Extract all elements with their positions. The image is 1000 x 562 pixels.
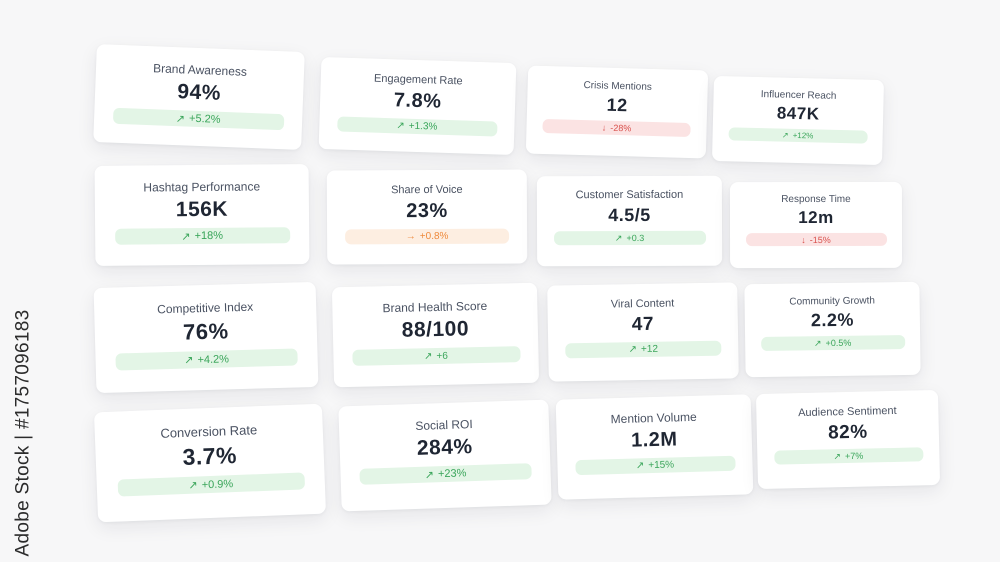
kpi-value: 847K <box>776 103 820 124</box>
kpi-change-value: +4.2% <box>197 352 230 366</box>
kpi-value: 1.2M <box>630 428 678 452</box>
kpi-change-badge: ↓ -15% <box>745 232 887 247</box>
trend-up-arrow-icon: ↗ <box>833 450 842 461</box>
kpi-change-badge: ↗ +23% <box>359 463 532 485</box>
kpi-change-badge: ↗ +0.9% <box>117 472 305 497</box>
kpi-card[interactable]: Community Growth 2.2% ↗ +0.5% <box>744 281 921 378</box>
kpi-title: Brand Health Score <box>382 298 488 316</box>
kpi-card[interactable]: Social ROI 284% ↗ +23% <box>338 399 552 512</box>
trend-down-arrow-icon: ↓ <box>601 122 607 133</box>
kpi-change-badge: ↗ +4.2% <box>115 348 298 371</box>
kpi-value: 156K <box>175 197 229 222</box>
kpi-card[interactable]: Influencer Reach 847K ↗ +12% <box>711 75 885 166</box>
kpi-change-value: +0.8% <box>419 230 449 243</box>
kpi-card[interactable]: Brand Awareness 94% ↗ +5.2% <box>93 44 305 150</box>
trend-up-arrow-icon: ↗ <box>423 350 433 362</box>
kpi-title: Audience Sentiment <box>798 404 897 420</box>
kpi-change-value: +0.5% <box>825 337 852 349</box>
kpi-change-badge: ↗ +15% <box>574 455 736 476</box>
kpi-value: 7.8% <box>393 89 442 113</box>
trend-down-arrow-icon: ↓ <box>801 234 806 245</box>
trend-flat-arrow-icon: → <box>405 231 416 243</box>
kpi-card[interactable]: Crisis Mentions 12 ↓ -28% <box>525 65 709 159</box>
kpi-change-badge: ↗ +12% <box>727 127 868 144</box>
kpi-change-value: +1.3% <box>408 120 438 133</box>
kpi-change-badge: ↗ +0.3 <box>553 230 706 246</box>
kpi-card[interactable]: Share of Voice 23% → +0.8% <box>326 169 528 265</box>
kpi-value: 4.5/5 <box>608 204 651 226</box>
trend-up-arrow-icon: ↗ <box>628 344 638 356</box>
kpi-card[interactable]: Hashtag Performance 156K ↗ +18% <box>94 164 310 266</box>
kpi-change-badge: ↗ +12 <box>565 340 722 359</box>
kpi-title: Social ROI <box>415 417 473 433</box>
kpi-value: 76% <box>182 318 229 345</box>
kpi-card[interactable]: Response Time 12m ↓ -15% <box>729 181 903 269</box>
kpi-card[interactable]: Conversion Rate 3.7% ↗ +0.9% <box>93 403 327 523</box>
kpi-change-badge: ↗ +18% <box>114 227 290 245</box>
kpi-change-value: +6 <box>436 350 448 362</box>
kpi-change-value: +7% <box>844 450 864 462</box>
kpi-change-value: -15% <box>809 234 831 245</box>
kpi-card[interactable]: Viral Content 47 ↗ +12 <box>547 282 739 382</box>
stock-credit-text: Adobe Stock | #1757096183 <box>12 309 33 557</box>
kpi-change-value: +0.3 <box>626 232 645 244</box>
kpi-value: 88/100 <box>401 317 470 342</box>
kpi-change-badge: ↗ +1.3% <box>336 116 498 137</box>
kpi-card[interactable]: Audience Sentiment 82% ↗ +7% <box>755 389 941 490</box>
trend-up-arrow-icon: ↗ <box>424 468 435 482</box>
kpi-value: 284% <box>416 435 473 460</box>
trend-up-arrow-icon: ↗ <box>635 460 645 472</box>
kpi-change-value: +23% <box>437 467 467 481</box>
kpi-change-value: +12% <box>792 130 814 141</box>
kpi-card[interactable]: Customer Satisfaction 4.5/5 ↗ +0.3 <box>536 175 723 267</box>
kpi-value: 47 <box>631 313 655 336</box>
trend-up-arrow-icon: ↗ <box>181 230 191 243</box>
kpi-title: Response Time <box>781 193 851 206</box>
kpi-card[interactable]: Engagement Rate 7.8% ↗ +1.3% <box>318 56 517 156</box>
kpi-change-badge: ↓ -28% <box>542 118 691 138</box>
trend-up-arrow-icon: ↗ <box>781 130 789 140</box>
kpi-value: 3.7% <box>182 441 238 471</box>
trend-up-arrow-icon: ↗ <box>396 120 405 132</box>
kpi-title: Competitive Index <box>156 299 254 317</box>
stock-credit: Adobe Stock | #1757096183 <box>8 310 38 557</box>
trend-up-arrow-icon: ↗ <box>813 337 822 348</box>
kpi-card[interactable]: Competitive Index 76% ↗ +4.2% <box>93 281 319 394</box>
kpi-change-value: +0.9% <box>201 477 234 491</box>
kpi-value: 23% <box>406 199 448 223</box>
kpi-change-value: -28% <box>610 122 632 134</box>
trend-up-arrow-icon: ↗ <box>184 354 194 367</box>
kpi-title: Hashtag Performance <box>143 179 261 195</box>
trend-up-arrow-icon: ↗ <box>188 479 198 492</box>
kpi-change-value: +15% <box>648 459 675 472</box>
kpi-value: 82% <box>827 421 868 444</box>
kpi-title: Viral Content <box>610 297 675 311</box>
kpi-title: Customer Satisfaction <box>575 188 684 202</box>
kpi-title: Share of Voice <box>391 183 463 197</box>
kpi-value: 94% <box>176 80 222 105</box>
kpi-title: Crisis Mentions <box>583 80 653 93</box>
kpi-title: Engagement Rate <box>373 72 463 88</box>
kpi-change-value: +5.2% <box>188 112 221 126</box>
kpi-value: 12m <box>798 207 834 228</box>
kpi-change-badge: ↗ +5.2% <box>112 107 284 131</box>
kpi-change-value: +18% <box>194 229 224 243</box>
kpi-value: 2.2% <box>810 309 855 331</box>
trend-up-arrow-icon: ↗ <box>175 112 186 125</box>
trend-up-arrow-icon: ↗ <box>614 232 623 243</box>
kpi-change-value: +12 <box>640 343 659 356</box>
kpi-change-badge: ↗ +6 <box>351 346 521 366</box>
kpi-change-badge: → +0.8% <box>345 228 510 245</box>
kpi-card[interactable]: Mention Volume 1.2M ↗ +15% <box>555 394 754 500</box>
kpi-change-badge: ↗ +0.5% <box>760 334 905 352</box>
kpi-value: 12 <box>606 94 628 116</box>
kpi-card[interactable]: Brand Health Score 88/100 ↗ +6 <box>331 282 540 388</box>
kpi-title: Influencer Reach <box>760 89 837 102</box>
kpi-title: Mention Volume <box>610 409 697 427</box>
kpi-change-badge: ↗ +7% <box>773 447 924 465</box>
kpi-title: Community Growth <box>789 295 875 308</box>
